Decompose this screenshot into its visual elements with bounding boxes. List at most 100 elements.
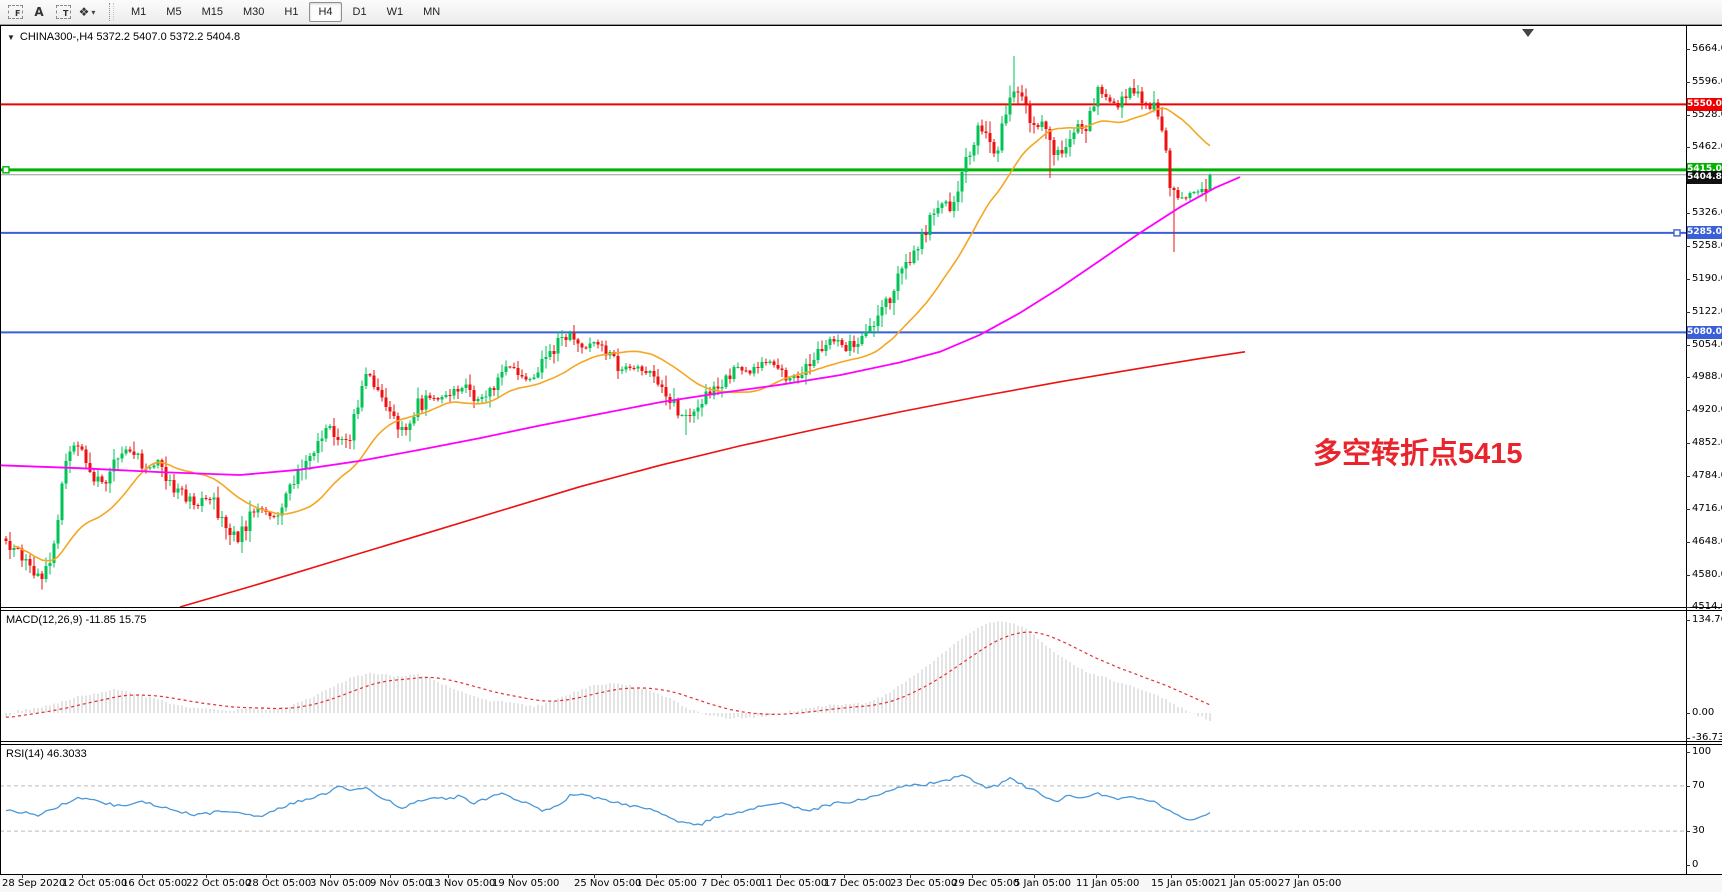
time-axis-line bbox=[0, 874, 1722, 875]
price-line-badge[interactable]: 5285.0 bbox=[1687, 226, 1722, 239]
time-tick-mark bbox=[266, 874, 267, 878]
price-tick-mark bbox=[1686, 147, 1690, 148]
time-tick-label: 7 Dec 05:00 bbox=[701, 878, 762, 889]
time-tick-mark bbox=[512, 874, 513, 878]
symbol-dropdown-icon[interactable]: ▼ bbox=[7, 32, 15, 42]
time-tick-mark bbox=[780, 874, 781, 878]
price-tick-mark bbox=[1686, 49, 1690, 50]
price-tick-label: 5258.0 bbox=[1692, 240, 1722, 251]
rsi-tick-mark bbox=[1686, 786, 1690, 787]
chart-shift-marker-icon[interactable] bbox=[1522, 29, 1534, 37]
time-tick-mark bbox=[1171, 874, 1172, 878]
timeframe-button-mn[interactable]: MN bbox=[423, 6, 441, 18]
time-tick-mark bbox=[721, 874, 722, 878]
panel-splitter-1b[interactable] bbox=[0, 610, 1722, 611]
symbol-ohlc-line: ▼ CHINA300-,H4 5372.2 5407.0 5372.2 5404… bbox=[7, 31, 240, 43]
time-tick-mark bbox=[1034, 874, 1035, 878]
price-tick-label: 5190.0 bbox=[1692, 273, 1722, 284]
time-tick-mark bbox=[1298, 874, 1299, 878]
panel-splitter-1a[interactable] bbox=[0, 607, 1722, 608]
time-tick-mark bbox=[972, 874, 973, 878]
macd-tick-label: 0.00 bbox=[1692, 707, 1715, 718]
top-toolbar: F A T ❖ ▾ M1 M5 M15 M30 H1 H4 D1 W1 MN bbox=[0, 0, 1722, 25]
timeframe-button-h1[interactable]: H1 bbox=[284, 6, 299, 18]
timeframe-button-m5[interactable]: M5 bbox=[166, 6, 182, 18]
price-tick-mark bbox=[1686, 115, 1690, 116]
main-price-chart-canvas[interactable] bbox=[0, 26, 1686, 607]
timeframe-button-m15[interactable]: M15 bbox=[201, 6, 223, 18]
time-tick-mark bbox=[910, 874, 911, 878]
time-tick-mark bbox=[1096, 874, 1097, 878]
drawing-tools-group: F A T ❖ ▾ bbox=[3, 2, 99, 22]
panel-splitter-2b[interactable] bbox=[0, 744, 1722, 745]
rsi-line bbox=[5, 774, 1211, 826]
toolbar-grip[interactable] bbox=[109, 3, 114, 21]
price-tick-mark bbox=[1686, 607, 1690, 608]
price-tick-label: 5462.0 bbox=[1692, 141, 1722, 152]
price-tick-label: 4852.0 bbox=[1692, 437, 1722, 448]
time-tick-mark bbox=[390, 874, 391, 878]
price-tick-label: 4988.0 bbox=[1692, 371, 1722, 382]
time-tick-label: 23 Dec 05:00 bbox=[890, 878, 958, 889]
time-tick-mark bbox=[82, 874, 83, 878]
price-line-badge[interactable]: 5080.0 bbox=[1687, 326, 1722, 339]
slow-ma-line bbox=[179, 351, 1246, 607]
label-a-tool-icon[interactable]: A bbox=[34, 5, 44, 19]
price-tick-label: 4648.0 bbox=[1692, 536, 1722, 547]
time-tick-label: 13 Nov 05:00 bbox=[428, 878, 496, 889]
timeframe-button-m1[interactable]: M1 bbox=[131, 6, 147, 18]
timeframe-button-d1[interactable]: D1 bbox=[352, 6, 367, 18]
price-line-badge[interactable]: 5550.0 bbox=[1687, 98, 1722, 111]
rsi-label: RSI(14) 46.3033 bbox=[6, 748, 87, 760]
macd-indicator-canvas[interactable] bbox=[0, 611, 1686, 741]
mid-ma-line bbox=[0, 176, 1241, 476]
time-tick-label: 9 Nov 05:00 bbox=[370, 878, 432, 889]
price-tick-mark bbox=[1686, 312, 1690, 313]
panel-splitter-2a[interactable] bbox=[0, 741, 1722, 742]
macd-tick-mark bbox=[1686, 738, 1690, 739]
macd-histogram bbox=[5, 621, 1211, 722]
arrow-style-tool-icon[interactable]: ❖ ▾ bbox=[78, 5, 96, 19]
time-tick-mark bbox=[448, 874, 449, 878]
rsi-indicator-canvas[interactable] bbox=[0, 745, 1686, 874]
time-tick-mark bbox=[656, 874, 657, 878]
timeframe-button-w1[interactable]: W1 bbox=[386, 6, 404, 18]
price-tick-mark bbox=[1686, 410, 1690, 411]
timeframe-button-group: M1 M5 M15 M30 H1 H4 D1 W1 MN bbox=[121, 2, 450, 22]
current-price-badge: 5404.8 bbox=[1687, 171, 1722, 184]
time-tick-label: 22 Oct 05:00 bbox=[186, 878, 252, 889]
time-tick-label: 16 Oct 05:00 bbox=[122, 878, 188, 889]
time-tick-label: 28 Sep 2020 bbox=[2, 878, 66, 889]
macd-label: MACD(12,26,9) -11.85 15.75 bbox=[6, 614, 147, 626]
timeframe-button-m30[interactable]: M30 bbox=[242, 6, 265, 18]
rsi-tick-label: 100 bbox=[1692, 746, 1712, 757]
chart-frame-top bbox=[0, 25, 1722, 26]
hline-5415.0[interactable] bbox=[0, 166, 1686, 174]
text-t-tool-icon[interactable]: T bbox=[52, 2, 74, 22]
price-tick-mark bbox=[1686, 345, 1690, 346]
time-tick-mark bbox=[844, 874, 845, 878]
frame-f-tool-icon[interactable]: F bbox=[4, 2, 26, 22]
time-tick-label: 21 Jan 05:00 bbox=[1214, 878, 1278, 889]
rsi-tick-mark bbox=[1686, 831, 1690, 832]
time-tick-mark bbox=[594, 874, 595, 878]
price-tick-mark bbox=[1686, 542, 1690, 543]
price-tick-mark bbox=[1686, 509, 1690, 510]
time-tick-label: 11 Dec 05:00 bbox=[760, 878, 828, 889]
rsi-tick-mark bbox=[1686, 752, 1690, 753]
chart-text-annotation[interactable]: 多空转折点5415 bbox=[1313, 438, 1523, 470]
price-tick-mark bbox=[1686, 575, 1690, 576]
price-tick-mark bbox=[1686, 279, 1690, 280]
candlestick-series bbox=[4, 55, 1212, 590]
macd-tick-label: 134.76 bbox=[1692, 614, 1722, 625]
hline-5285.0[interactable] bbox=[0, 229, 1686, 237]
time-tick-label: 11 Jan 05:00 bbox=[1076, 878, 1140, 889]
price-tick-label: 5528.0 bbox=[1692, 109, 1722, 120]
macd-tick-mark bbox=[1686, 620, 1690, 621]
timeframe-button-h4[interactable]: H4 bbox=[309, 2, 342, 22]
price-tick-mark bbox=[1686, 213, 1690, 214]
time-tick-label: 25 Nov 05:00 bbox=[574, 878, 642, 889]
price-tick-label: 4920.0 bbox=[1692, 404, 1722, 415]
price-tick-label: 5122.0 bbox=[1692, 306, 1722, 317]
